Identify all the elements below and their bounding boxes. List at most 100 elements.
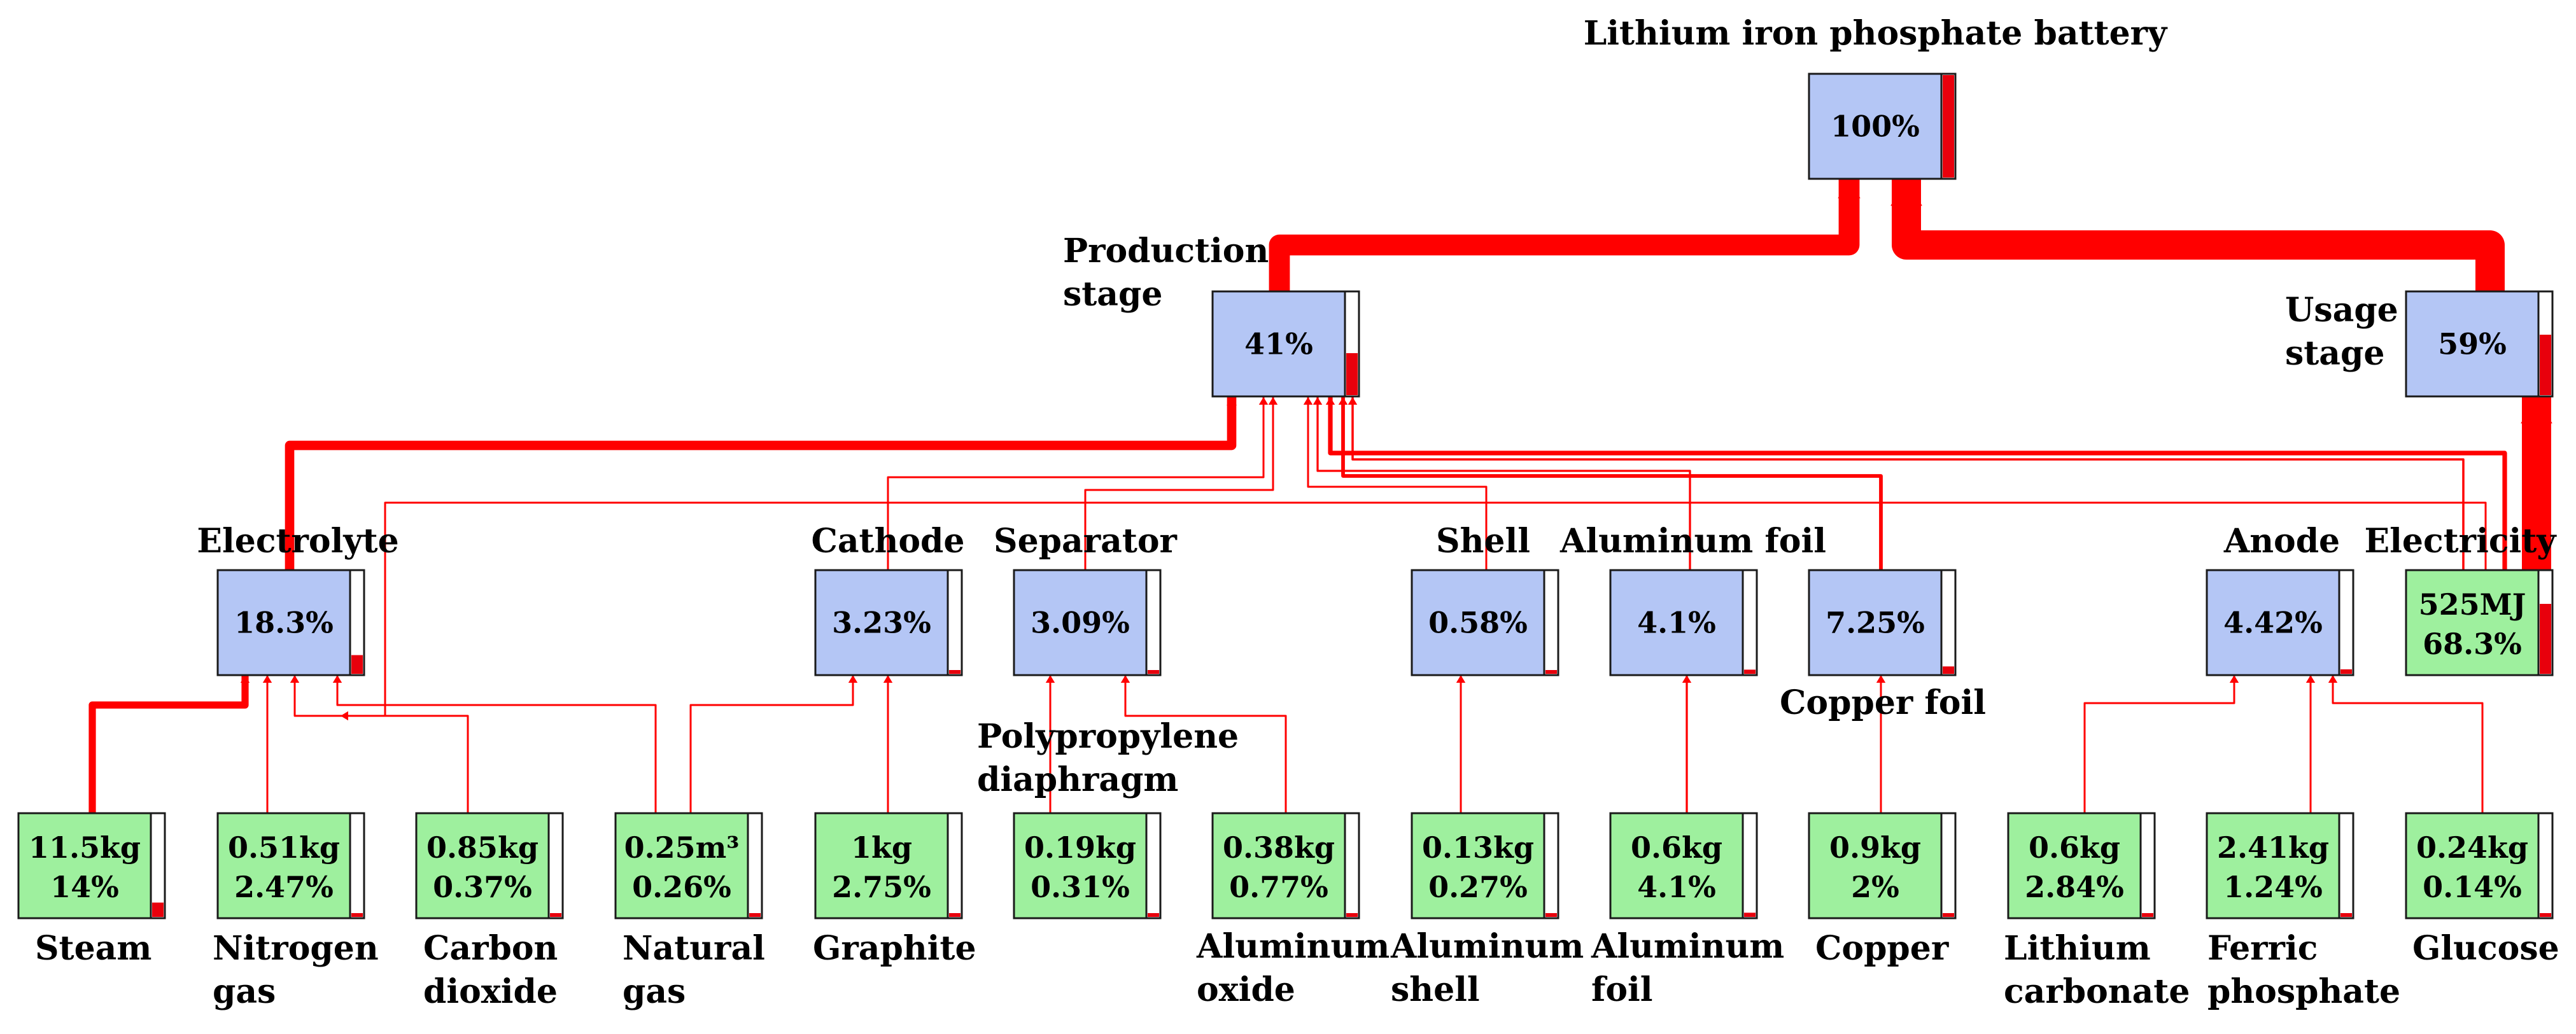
level-gauge-fill — [2142, 913, 2153, 917]
flow-arrowhead — [2305, 675, 2316, 683]
node-value: 2.41kg — [2217, 830, 2329, 865]
level-gauge — [547, 812, 564, 919]
node-value: 0.38kg — [1223, 830, 1335, 865]
level-gauge — [947, 812, 963, 919]
node-label: Electrolyte — [197, 522, 398, 561]
node-label: Steam — [35, 929, 151, 968]
node-label: Carbon — [423, 929, 558, 968]
flow-link-electricity-to-production — [1328, 397, 2507, 570]
level-gauge-fill — [1346, 353, 1358, 395]
node-box — [1609, 812, 1744, 919]
node-value: 2.75% — [832, 870, 931, 904]
node-value: 0.85kg — [426, 830, 538, 865]
flow-link-usage-to-battery — [1892, 179, 2505, 291]
node-box — [2007, 812, 2142, 919]
node-value: 0.31% — [1031, 870, 1130, 904]
node-label: shell — [1391, 970, 1480, 1009]
level-gauge — [1543, 569, 1559, 676]
node-value: 41% — [1244, 327, 1313, 361]
flow-arrowhead — [1313, 397, 1323, 405]
node-value: 0.13kg — [1422, 830, 1534, 865]
level-gauge — [1145, 569, 1162, 676]
node-label: Shell — [1436, 522, 1530, 561]
node-box — [17, 812, 152, 919]
node-box — [415, 812, 550, 919]
node-label: Electricity — [2365, 522, 2558, 561]
level-gauge-fill — [2540, 913, 2551, 917]
level-gauge-fill — [550, 913, 561, 917]
node-cufoil: 7.25% Copper foil — [1780, 569, 1986, 722]
node-value: 0.77% — [1229, 870, 1328, 904]
node-value: 0.37% — [433, 870, 532, 904]
level-gauge-fill — [949, 913, 961, 917]
node-value: 3.09% — [1031, 606, 1130, 640]
node-label: Glucose — [2412, 929, 2559, 968]
level-gauge-fill — [1744, 669, 1756, 674]
node-value: 11.5kg — [29, 830, 141, 865]
flow-link-natgas-to-electrolyte — [336, 675, 657, 813]
flow-link-shell-to-production — [1307, 397, 1488, 570]
node-box — [814, 812, 949, 919]
node-value: 0.25m³ — [624, 830, 740, 865]
node-value: 0.19kg — [1024, 830, 1136, 865]
flow-arrowhead — [1890, 179, 1922, 206]
node-label: gas — [623, 972, 686, 1011]
level-gauge — [2338, 569, 2354, 676]
level-gauge-fill — [1545, 670, 1557, 674]
flow-arrowhead — [1456, 675, 1466, 683]
node-glucose: 0.24kg 0.14% Glucose — [2405, 812, 2559, 968]
level-gauge-fill — [1148, 913, 1159, 917]
level-gauge — [747, 812, 763, 919]
node-label: Polypropylene — [977, 717, 1239, 756]
node-value: 7.25% — [1826, 606, 1925, 640]
level-gauge-fill — [1943, 913, 1954, 917]
node-value: 0.24kg — [2416, 830, 2528, 865]
node-box — [814, 569, 949, 676]
node-cathode: 3.23% Cathode — [811, 522, 965, 676]
flow-arrowhead — [290, 675, 300, 683]
level-gauge — [2338, 812, 2354, 919]
level-gauge — [947, 569, 963, 676]
flow-link-li2co3-to-anode — [2083, 675, 2235, 813]
level-gauge-fill — [2540, 604, 2551, 674]
node-label: Lithium — [2004, 929, 2151, 968]
node-value: 2.47% — [234, 870, 334, 904]
node-label: Production — [1063, 232, 1269, 270]
level-gauge — [1742, 569, 1758, 676]
node-co2: 0.85kg 0.37% Carbon dioxide — [415, 812, 564, 1011]
node-usage: 59% Usage stage — [2285, 290, 2554, 398]
flow-arrowhead — [2328, 675, 2338, 683]
flow-arrowhead — [2229, 675, 2239, 683]
node-pp: 0.19kg 0.31% Polypropylene diaphragm — [977, 717, 1239, 919]
node-separator: 3.09% Separator — [994, 522, 1178, 676]
node-label: Aluminum foil — [1559, 522, 1826, 561]
flow-link-production-to-battery — [1269, 179, 1860, 291]
level-gauge-fill — [351, 655, 363, 674]
node-label: Usage — [2285, 291, 2398, 330]
level-gauge-fill — [1943, 666, 1954, 674]
flow-link-steam-to-electrolyte — [88, 675, 249, 813]
flow-arrowhead — [262, 675, 272, 683]
node-value: 0.6kg — [2029, 830, 2120, 865]
node-label: phosphate — [2207, 972, 2400, 1011]
level-gauge — [2139, 812, 2156, 919]
node-box — [1808, 569, 1943, 676]
flow-link-anode-to-production — [1351, 397, 2465, 570]
node-box — [1411, 812, 1545, 919]
level-gauge — [1543, 812, 1559, 919]
level-gauge — [1344, 812, 1360, 919]
node-box — [1808, 73, 1943, 180]
node-label: Anode — [2223, 522, 2340, 561]
node-label: Cathode — [811, 522, 964, 561]
node-graphite: 1kg 2.75% Graphite — [813, 812, 976, 968]
node-value: 4.1% — [1637, 870, 1716, 904]
flow-link-electrolyte-to-production — [285, 397, 1237, 570]
level-gauge — [1940, 812, 1957, 919]
node-label: Aluminum — [1591, 927, 1784, 966]
node-value: 1.24% — [2223, 870, 2323, 904]
node-label: dioxide — [423, 972, 558, 1011]
flow-arrowhead — [332, 675, 342, 683]
flow-arrowhead — [341, 711, 348, 721]
node-alfoil_i: 0.6kg 4.1% Aluminum foil — [1591, 812, 1784, 1009]
